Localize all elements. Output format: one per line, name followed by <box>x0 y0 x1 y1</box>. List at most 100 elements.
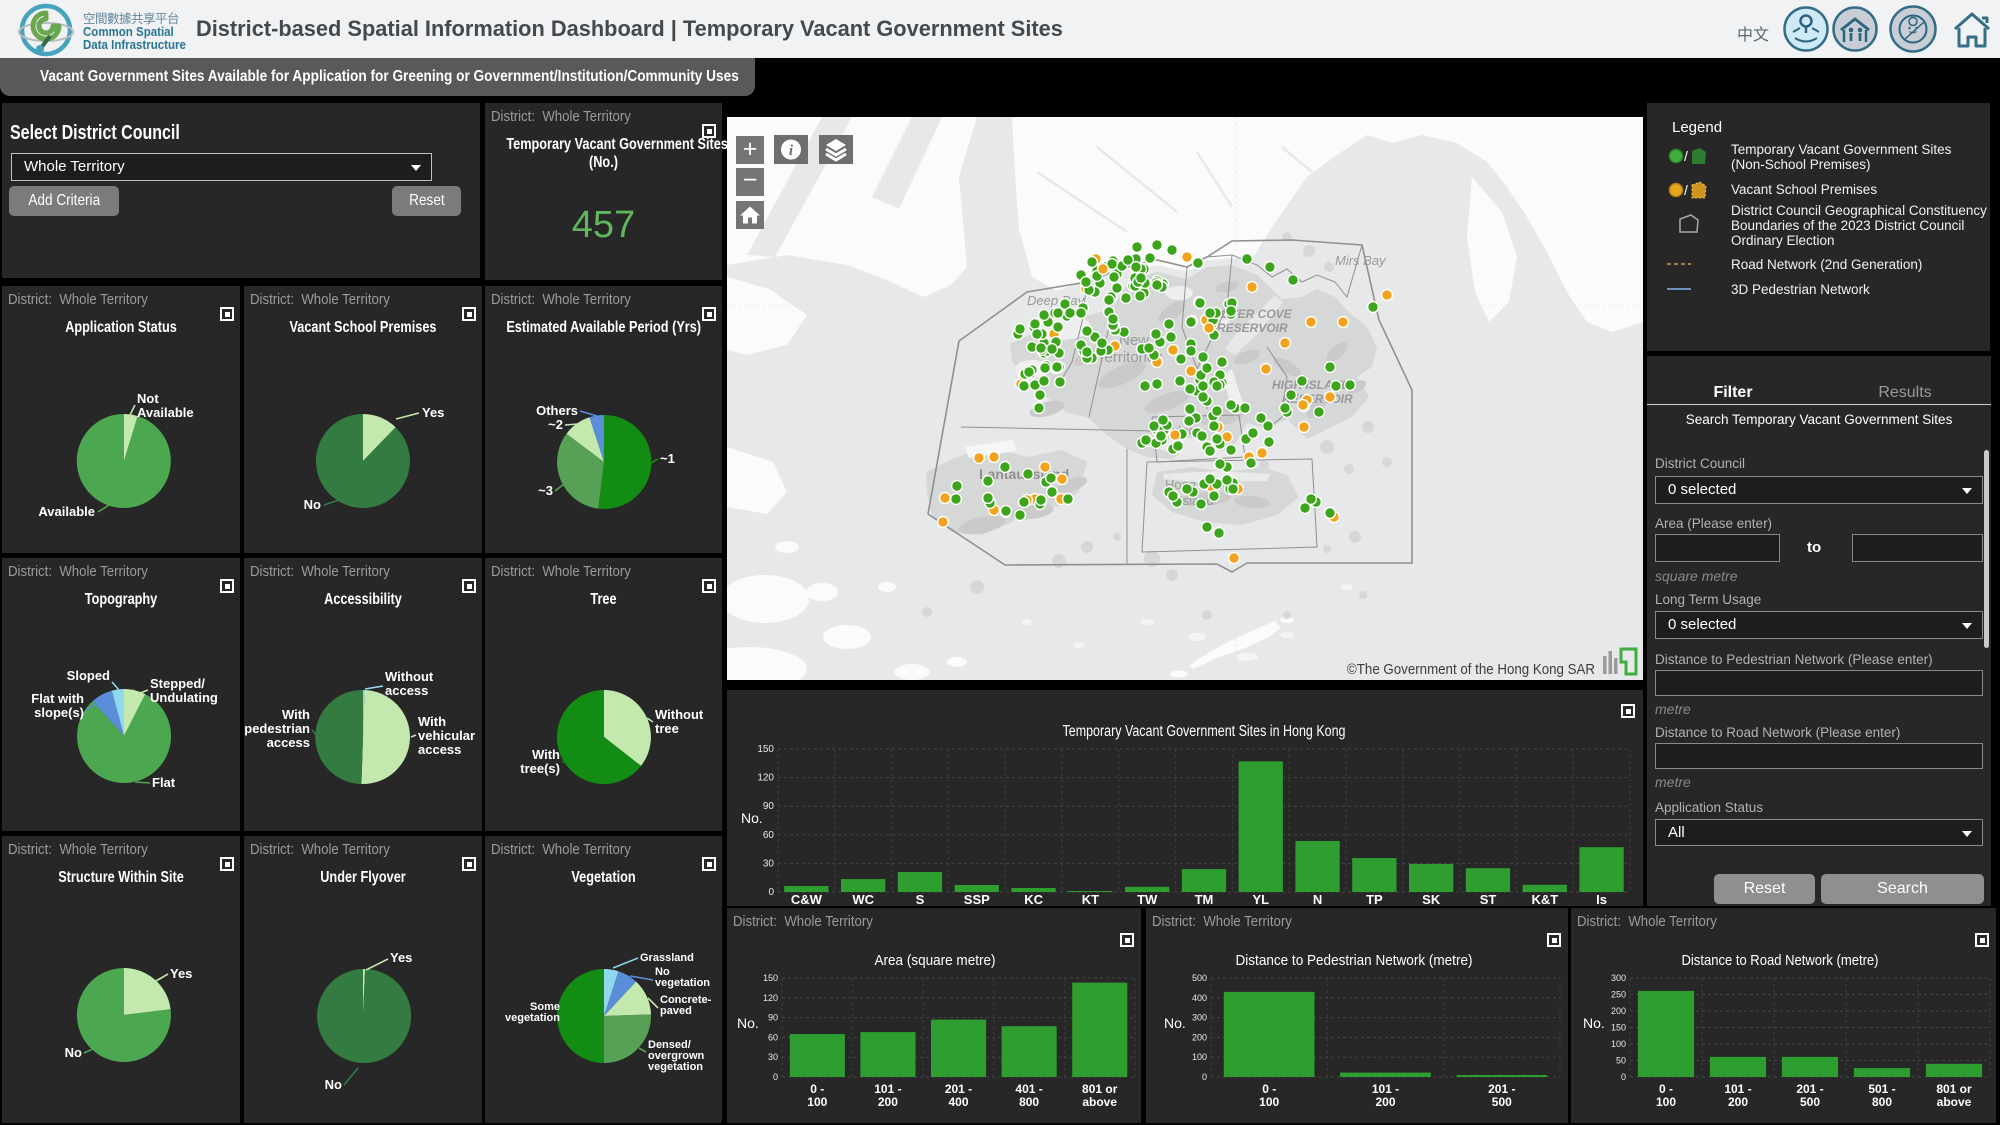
svg-text:60: 60 <box>763 830 775 841</box>
svg-text:Others: Others <box>536 403 578 418</box>
svg-text:slope(s): slope(s) <box>34 705 84 720</box>
svg-text:200: 200 <box>1728 1095 1748 1109</box>
svg-text:overgrown: overgrown <box>648 1050 705 1062</box>
svg-text:801 or: 801 or <box>1082 1082 1118 1096</box>
svg-text:Available: Available <box>38 504 95 519</box>
svg-text:201 -: 201 - <box>945 1082 972 1096</box>
svg-text:101 -: 101 - <box>1372 1082 1399 1096</box>
svg-text:400: 400 <box>948 1095 968 1109</box>
svg-text:WC: WC <box>852 892 874 906</box>
svg-text:No.: No. <box>1583 1015 1605 1031</box>
svg-text:tree: tree <box>655 721 679 736</box>
svg-text:~3: ~3 <box>538 483 553 498</box>
svg-text:100: 100 <box>807 1095 827 1109</box>
svg-text:Yes: Yes <box>170 966 192 981</box>
svg-text:501 -: 501 - <box>1868 1082 1895 1096</box>
svg-text:200: 200 <box>878 1095 898 1109</box>
svg-text:TP: TP <box>1366 892 1383 906</box>
svg-text:Yes: Yes <box>422 405 444 420</box>
svg-text:vegetation: vegetation <box>655 977 710 989</box>
svg-text:Area (square metre): Area (square metre) <box>875 952 996 969</box>
svg-text:401 -: 401 - <box>1015 1082 1042 1096</box>
svg-text:100: 100 <box>1259 1095 1279 1109</box>
svg-text:ST: ST <box>1480 892 1497 906</box>
svg-text:above: above <box>1937 1095 1972 1109</box>
svg-text:(Non-School Premises): (Non-School Premises) <box>1731 157 1871 172</box>
svg-text:No.: No. <box>737 1015 759 1031</box>
svg-text:access: access <box>267 735 310 750</box>
svg-text:0: 0 <box>773 1072 778 1082</box>
svg-text:Some: Some <box>530 1001 560 1013</box>
svg-text:SSP: SSP <box>964 892 990 906</box>
svg-text:300: 300 <box>1192 1013 1207 1023</box>
svg-text:3D Pedestrian Network: 3D Pedestrian Network <box>1731 282 1870 297</box>
svg-text:400: 400 <box>1192 993 1207 1003</box>
svg-text:Distance to Pedestrian Network: Distance to Pedestrian Network (metre) <box>1236 952 1473 969</box>
svg-text:201 -: 201 - <box>1796 1082 1823 1096</box>
svg-text:30: 30 <box>763 858 775 869</box>
svg-text:Stepped/: Stepped/ <box>150 676 205 691</box>
svg-text:Without: Without <box>385 669 434 684</box>
svg-text:0: 0 <box>1621 1072 1626 1082</box>
svg-text:No.: No. <box>1164 1015 1186 1031</box>
svg-text:Mirs Bay: Mirs Bay <box>1335 253 1387 268</box>
svg-text:150: 150 <box>1611 1023 1626 1033</box>
svg-text:©The Government of the Hong Ko: ©The Government of the Hong Kong SAR <box>1347 661 1595 678</box>
svg-text:/: / <box>1684 148 1688 164</box>
svg-text:pedestrian: pedestrian <box>244 721 310 736</box>
svg-text:District Council Geographical: District Council Geographical Constituen… <box>1731 203 1987 218</box>
svg-text:Road Network (2nd Generation): Road Network (2nd Generation) <box>1731 257 1922 272</box>
svg-text:50: 50 <box>1616 1056 1626 1066</box>
svg-text:access: access <box>385 683 428 698</box>
svg-text:101 -: 101 - <box>874 1082 901 1096</box>
svg-text:200: 200 <box>1611 1006 1626 1016</box>
svg-text:With: With <box>532 747 560 762</box>
svg-text:500: 500 <box>1800 1095 1820 1109</box>
svg-text:Grassland: Grassland <box>640 952 694 964</box>
svg-text:Concrete-: Concrete- <box>660 994 712 1006</box>
svg-text:K&T: K&T <box>1531 892 1558 906</box>
svg-text:Sloped: Sloped <box>67 668 110 683</box>
svg-text:200: 200 <box>1192 1032 1207 1042</box>
svg-text:150: 150 <box>757 744 774 755</box>
svg-text:Boundaries of the 2023 Distric: Boundaries of the 2023 District Council <box>1731 218 1964 233</box>
svg-text:C&W: C&W <box>791 892 823 906</box>
svg-text:101 -: 101 - <box>1724 1082 1751 1096</box>
svg-text:100: 100 <box>1656 1095 1676 1109</box>
svg-text:120: 120 <box>763 993 778 1003</box>
svg-text:0 -: 0 - <box>810 1082 824 1096</box>
svg-text:No: No <box>325 1077 342 1092</box>
svg-text:800: 800 <box>1872 1095 1892 1109</box>
svg-text:60: 60 <box>768 1032 778 1042</box>
svg-text:201 -: 201 - <box>1488 1082 1515 1096</box>
svg-text:KC: KC <box>1024 892 1043 906</box>
svg-text:90: 90 <box>768 1013 778 1023</box>
svg-text:Vacant School Premises: Vacant School Premises <box>1731 182 1877 197</box>
svg-text:With: With <box>282 707 310 722</box>
svg-text:Ordinary Election: Ordinary Election <box>1731 233 1835 248</box>
svg-text:Distance to Road Network (metr: Distance to Road Network (metre) <box>1682 952 1879 969</box>
svg-text:Not: Not <box>137 391 159 406</box>
svg-text:~1: ~1 <box>660 451 675 466</box>
svg-text:No.: No. <box>741 810 763 826</box>
svg-text:TM: TM <box>1195 892 1214 906</box>
svg-text:250: 250 <box>1611 990 1626 1000</box>
svg-text:90: 90 <box>763 801 775 812</box>
svg-text:Is: Is <box>1596 892 1607 906</box>
svg-text:Available: Available <box>137 405 194 420</box>
svg-text:500: 500 <box>1492 1095 1512 1109</box>
svg-text:500: 500 <box>1192 973 1207 983</box>
svg-text:KT: KT <box>1082 892 1099 906</box>
svg-text:Yes: Yes <box>390 950 412 965</box>
svg-text:TW: TW <box>1137 892 1158 906</box>
svg-text:With: With <box>418 714 446 729</box>
svg-text:0: 0 <box>768 887 774 898</box>
svg-text:Flat with: Flat with <box>31 691 84 706</box>
svg-text:Undulating: Undulating <box>150 690 218 705</box>
svg-text:~2: ~2 <box>548 417 563 432</box>
svg-text:access: access <box>418 742 461 757</box>
svg-text:RESERVOIR: RESERVOIR <box>1217 321 1288 335</box>
svg-text:300: 300 <box>1611 973 1626 983</box>
svg-text:Temporary Vacant Government Si: Temporary Vacant Government Sites <box>1731 142 1952 157</box>
svg-text:150: 150 <box>763 973 778 983</box>
